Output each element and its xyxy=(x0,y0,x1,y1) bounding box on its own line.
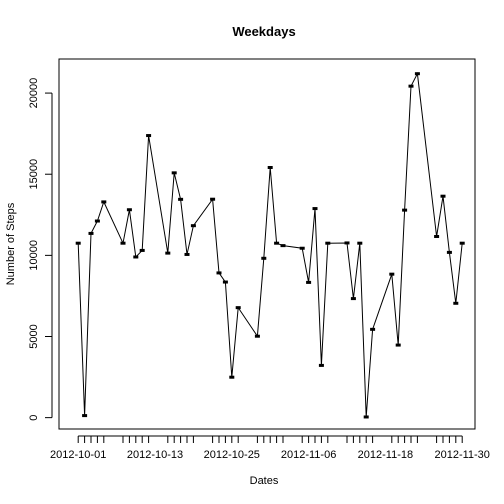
x-axis-label: Dates xyxy=(250,475,279,487)
data-point xyxy=(363,415,369,419)
data-point xyxy=(344,241,350,245)
data-point xyxy=(146,134,152,138)
data-point xyxy=(312,207,318,211)
x-tick-label: 2012-11-18 xyxy=(358,449,413,461)
data-point xyxy=(75,241,81,245)
y-tick-label: 5000 xyxy=(28,324,40,348)
data-point xyxy=(357,241,363,245)
y-tick-label: 15000 xyxy=(28,159,40,190)
data-point xyxy=(165,251,171,255)
data-point xyxy=(267,166,273,170)
data-point xyxy=(178,197,184,201)
y-axis: 0 5000 10000 15000 20000 xyxy=(28,78,53,421)
data-point xyxy=(120,241,126,245)
data-point xyxy=(395,343,401,347)
data-point xyxy=(261,256,267,260)
plot-frame xyxy=(58,58,476,430)
data-point xyxy=(440,194,446,198)
data-point xyxy=(274,241,280,245)
chart-title: Weekdays xyxy=(232,24,295,39)
data-point xyxy=(299,246,305,250)
data-point xyxy=(350,297,356,301)
data-point xyxy=(190,224,196,228)
x-axis: 2012-10-01 2012-10-13 2012-10-25 2012-11-06… xyxy=(50,435,490,461)
data-point xyxy=(325,241,331,245)
data-point xyxy=(318,363,324,367)
data-point xyxy=(235,306,241,310)
data-point xyxy=(306,280,312,284)
data-point xyxy=(434,235,440,239)
data-point xyxy=(216,271,222,275)
data-point xyxy=(184,252,190,256)
data-point xyxy=(94,219,100,223)
data-point xyxy=(171,171,177,175)
data-point xyxy=(408,84,414,88)
data-point xyxy=(88,231,94,235)
data-point xyxy=(126,208,132,212)
data-point xyxy=(453,301,459,305)
data-point xyxy=(446,250,452,254)
data-point xyxy=(82,414,88,418)
series-steps xyxy=(75,72,465,419)
x-tick-label: 2012-11-30 xyxy=(434,449,489,461)
x-tick-label: 2012-10-25 xyxy=(204,449,260,461)
data-point xyxy=(254,334,260,338)
x-tick-label: 2012-10-01 xyxy=(50,449,106,461)
y-tick-label: 10000 xyxy=(28,240,40,271)
data-point xyxy=(389,272,395,276)
y-tick-label: 20000 xyxy=(28,78,40,109)
data-point xyxy=(402,208,408,212)
data-point xyxy=(229,375,235,379)
data-point xyxy=(280,244,286,248)
x-tick-label: 2012-10-13 xyxy=(127,449,183,461)
data-point xyxy=(210,197,216,201)
x-tick-label: 2012-11-06 xyxy=(281,449,336,461)
series-line xyxy=(77,72,463,418)
data-point xyxy=(459,241,465,245)
data-point xyxy=(133,255,139,259)
data-point xyxy=(101,200,107,204)
y-tick-label: 0 xyxy=(28,415,40,421)
data-point xyxy=(370,327,376,331)
data-point xyxy=(414,72,420,76)
data-point xyxy=(222,280,228,284)
y-axis-label: Number of Steps xyxy=(5,202,17,285)
data-point xyxy=(139,248,145,252)
